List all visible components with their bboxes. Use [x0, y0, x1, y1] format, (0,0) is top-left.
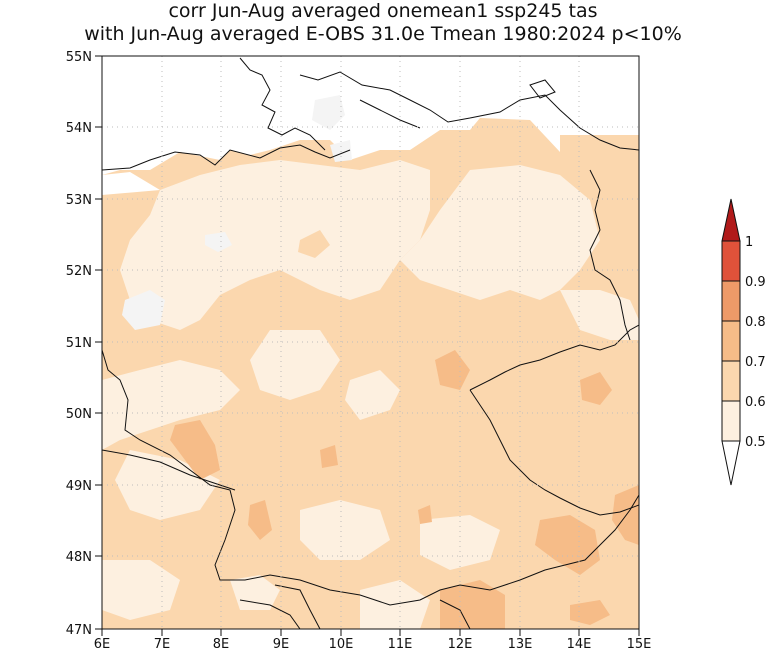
- colorbar-bin: [721, 400, 741, 442]
- colorbar-label: 0.5: [745, 435, 766, 450]
- lon-tick-label: 12E: [448, 637, 473, 651]
- title-line-1: corr Jun-Aug averaged onemean1 ssp245 ta…: [168, 0, 597, 22]
- lat-tick-label: 53N: [66, 193, 92, 208]
- tick-marks: [95, 55, 640, 636]
- lat-tick-label: 55N: [66, 50, 92, 65]
- title-line-2: with Jun-Aug averaged E-OBS 31.0e Tmean …: [84, 23, 682, 45]
- lon-tick-label: 15E: [627, 637, 652, 651]
- lon-tick-label: 11E: [388, 637, 413, 651]
- lon-tick-label: 10E: [329, 637, 354, 651]
- lat-tick-label: 51N: [66, 336, 92, 351]
- colorbar-label: 0.6: [745, 395, 766, 410]
- colorbar-bottom-triangle: [721, 440, 741, 486]
- colorbar-label: 1: [745, 235, 753, 250]
- colorbar-bin: [721, 360, 741, 402]
- colorbar-label: 0.8: [745, 315, 766, 330]
- lon-tick-label: 6E: [94, 637, 111, 651]
- lon-tick-label: 7E: [154, 637, 171, 651]
- colorbar-bin: [721, 240, 741, 282]
- lat-tick-label: 50N: [66, 407, 92, 422]
- lon-tick-label: 14E: [567, 637, 592, 651]
- colorbar: 1 0.9 0.8 0.7 0.6 0.5: [721, 198, 766, 486]
- lon-tick-label: 9E: [273, 637, 290, 651]
- lat-tick-label: 49N: [66, 479, 92, 494]
- lon-tick-label: 8E: [213, 637, 230, 651]
- lon-tick-labels: 6E 7E 8E 9E 10E 11E 12E 13E 14E 15E: [94, 637, 652, 651]
- lat-tick-label: 48N: [66, 550, 92, 565]
- correlation-field: [102, 56, 639, 629]
- colorbar-bin: [721, 320, 741, 362]
- coastlines-borders: [102, 57, 639, 629]
- colorbar-bin: [721, 280, 741, 322]
- map-gridlines: [102, 56, 639, 629]
- lat-tick-label: 47N: [66, 623, 92, 638]
- colorbar-label: 0.7: [745, 355, 766, 370]
- lat-tick-label: 54N: [66, 121, 92, 136]
- lat-tick-labels: 55N 54N 53N 52N 51N 50N 49N 48N 47N: [66, 50, 92, 638]
- colorbar-top-triangle: [721, 198, 741, 242]
- lon-tick-label: 13E: [508, 637, 533, 651]
- colorbar-label: 0.9: [745, 275, 766, 290]
- lat-tick-label: 52N: [66, 264, 92, 279]
